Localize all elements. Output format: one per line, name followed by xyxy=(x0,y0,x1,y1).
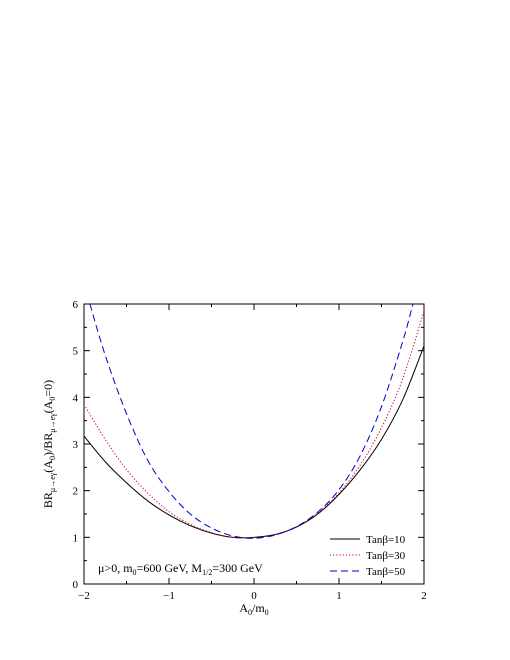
x-axis-label-sub2: 0 xyxy=(265,608,269,617)
tick-labels: −2 −1 0 1 2 0 1 2 3 4 5 6 xyxy=(73,299,427,602)
y-tick-label: 0 xyxy=(73,579,79,591)
ticks xyxy=(83,303,425,585)
y-tick-label: 1 xyxy=(73,532,79,544)
x-tick-label: −2 xyxy=(78,590,90,602)
series-line-0 xyxy=(83,345,425,539)
y-tick-label: 2 xyxy=(73,486,79,498)
curves xyxy=(83,303,425,539)
annotation-p3: =300 GeV xyxy=(212,561,263,575)
y-axis-label-s1: μ→eγ xyxy=(48,472,57,492)
annotation-s2: 1/2 xyxy=(202,568,212,577)
parameter-annotation: μ>0, m0=600 GeV, M1/2=300 GeV xyxy=(98,561,263,577)
legend: Tanβ=10 Tanβ=30 Tanβ=50 xyxy=(330,534,406,578)
series-line-1 xyxy=(83,310,425,539)
x-axis-label: A0/m0 xyxy=(239,601,268,617)
y-tick-label: 4 xyxy=(73,392,79,404)
x-axis-label-main: A xyxy=(239,601,248,615)
y-axis-label-p4: (A xyxy=(41,400,55,413)
x-tick-label: 2 xyxy=(421,590,427,602)
legend-label-tanb10: Tanβ=10 xyxy=(366,534,406,546)
annotation-p1: μ>0, m xyxy=(98,561,133,575)
x-tick-label: −1 xyxy=(163,590,175,602)
x-axis-label-mid: /m xyxy=(252,601,265,615)
y-axis-label-s3: μ→eγ xyxy=(48,413,57,433)
y-axis-label-s2: 0 xyxy=(48,456,57,460)
y-axis-label-s4: 0 xyxy=(48,397,57,401)
x-axis-label-sub1: 0 xyxy=(248,608,252,617)
annotation-p2: =600 GeV, M xyxy=(137,561,203,575)
annotation-s1: 0 xyxy=(133,568,137,577)
y-axis-label-p2: (A xyxy=(41,460,55,473)
y-axis-label-p1: BR xyxy=(41,492,55,508)
x-tick-label: 0 xyxy=(251,590,257,602)
legend-label-tanb50: Tanβ=50 xyxy=(366,566,406,578)
y-tick-label: 3 xyxy=(73,439,79,451)
y-axis-label-p3: )/BR xyxy=(41,433,55,456)
series-line-2 xyxy=(89,303,414,539)
y-axis-label: BRμ→eγ(A0)/BRμ→eγ(A0=0) xyxy=(41,380,57,508)
legend-label-tanb30: Tanβ=30 xyxy=(366,550,406,562)
y-axis-label-p5: =0) xyxy=(41,380,55,397)
y-tick-label: 5 xyxy=(73,346,79,358)
x-tick-label: 1 xyxy=(336,590,342,602)
y-tick-label: 6 xyxy=(73,299,79,311)
